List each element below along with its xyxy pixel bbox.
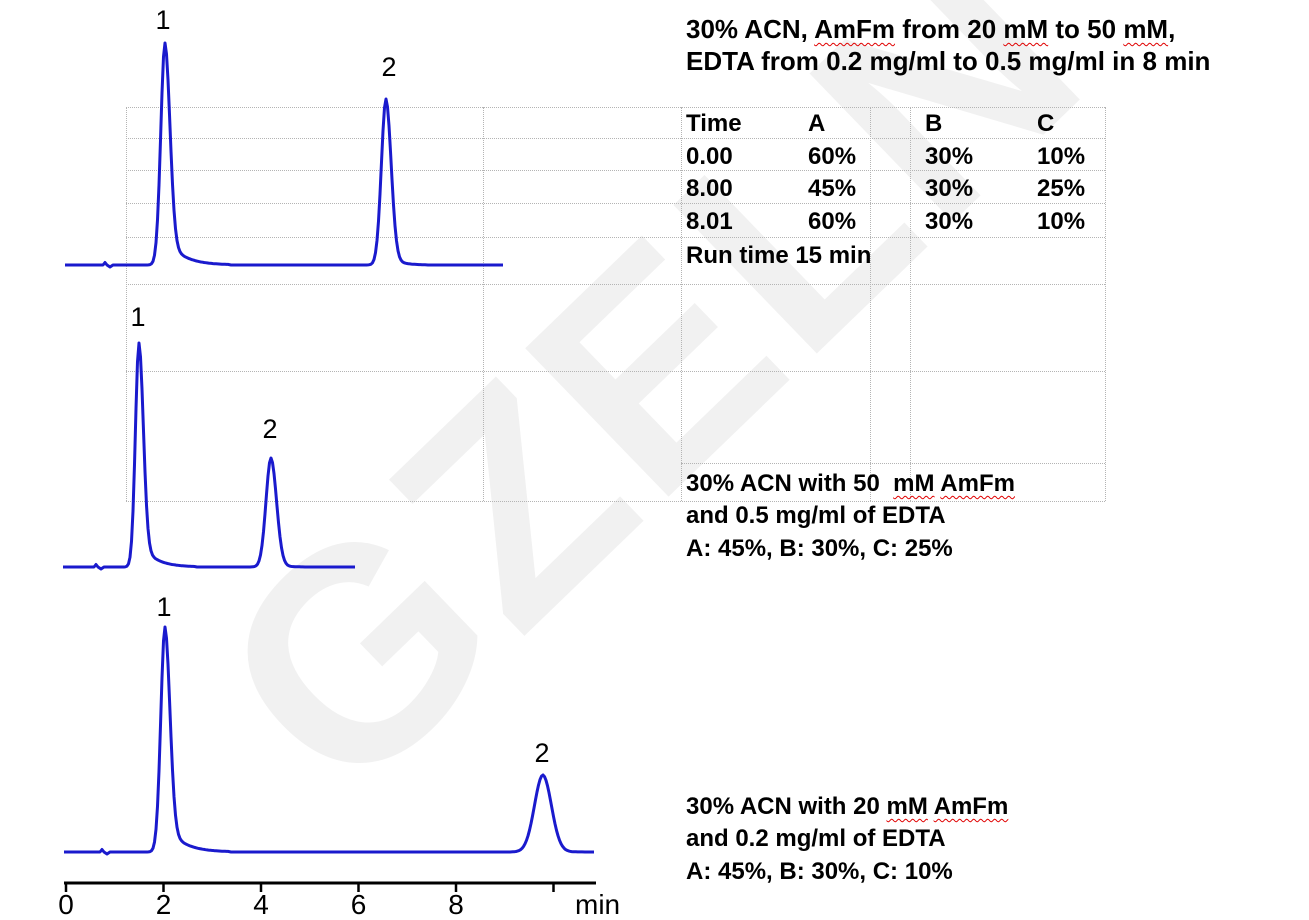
- misspelled-word: mM: [1003, 14, 1049, 44]
- gradient-table-cell: 10%: [1037, 143, 1086, 170]
- isocratic-50mM-note-line2: and 0.5 mg/ml of EDTA: [686, 502, 946, 529]
- gradient-table-header: A: [808, 110, 826, 137]
- trace-isocratic-20mM: [64, 625, 594, 856]
- isocratic-50mM-note-line3: A: 45%, B: 30%, C: 25%: [686, 535, 953, 562]
- method-gradient-note-line1: 30% ACN, AmFm from 20 mM to 50 mM,: [686, 13, 1175, 45]
- gradient-table-cell: 45%: [808, 175, 857, 202]
- table-gridline-h: [681, 463, 1105, 464]
- gradient-table-cell: 8.01: [686, 208, 733, 235]
- table-gridline-v: [681, 107, 682, 501]
- table-gridline-v: [126, 107, 127, 501]
- method-gradient-note-line2: EDTA from 0.2 mg/ml to 0.5 mg/ml in 8 mi…: [686, 46, 1211, 76]
- gradient-table-cell: 30%: [925, 143, 974, 170]
- isocratic-50mM-note-line1: 30% ACN with 50 mM AmFm: [686, 468, 1015, 501]
- x-tick-label: 8: [448, 889, 464, 920]
- table-gridline-h: [126, 501, 1105, 502]
- table-gridline-h: [126, 237, 1105, 238]
- misspelled-word: mM: [893, 470, 935, 497]
- peak-label: 2: [262, 414, 278, 444]
- peak-label: 1: [130, 302, 146, 332]
- run-time-note: Run time 15 min: [686, 242, 872, 269]
- misspelled-word: AmFm: [940, 470, 1015, 497]
- table-gridline-v: [1105, 107, 1106, 501]
- misspelled-word: AmFm: [933, 793, 1009, 820]
- gradient-table-header: Time: [686, 110, 742, 137]
- table-gridline-h: [126, 203, 1105, 204]
- gradient-table-cell: 30%: [925, 208, 974, 235]
- note-text: from 20: [895, 14, 1004, 44]
- gradient-table-header: C: [1037, 110, 1055, 137]
- table-gridline-h: [126, 107, 1105, 108]
- x-tick-label: 2: [155, 889, 172, 920]
- note-text: 30% ACN with 20: [686, 793, 887, 820]
- misspelled-word: mM: [886, 793, 928, 820]
- trace-isocratic-50mM: [63, 341, 355, 571]
- gradient-table-cell: 0.00: [686, 143, 733, 170]
- gradient-table-cell: 60%: [808, 143, 857, 170]
- axis-unit-label: min: [575, 889, 621, 920]
- table-gridline-h: [126, 138, 1105, 139]
- table-gridline-h: [126, 170, 1105, 171]
- gradient-table-cell: 60%: [808, 208, 857, 235]
- x-tick-label: 0: [58, 889, 74, 920]
- x-tick-label: 4: [253, 889, 269, 920]
- peak-label: 2: [381, 52, 397, 82]
- misspelled-word: AmFm: [814, 14, 896, 44]
- isocratic-20mM-note-line2: and 0.2 mg/ml of EDTA: [686, 825, 946, 852]
- table-gridline-v: [910, 107, 911, 501]
- x-tick-label: 6: [350, 889, 367, 920]
- trace-gradient-run: [65, 41, 503, 269]
- table-gridline-v: [483, 107, 484, 501]
- peak-label: 1: [155, 5, 171, 35]
- table-gridline-h: [126, 371, 1105, 372]
- note-text: 30% ACN,: [686, 14, 815, 44]
- note-text: 30% ACN with 50: [686, 470, 894, 497]
- gradient-table-header: B: [925, 110, 943, 137]
- isocratic-20mM-note-line3: A: 45%, B: 30%, C: 10%: [686, 858, 953, 885]
- misspelled-word: mM: [1123, 14, 1169, 44]
- table-gridline-h: [126, 284, 1105, 285]
- gradient-table-cell: 10%: [1037, 208, 1086, 235]
- peak-label: 2: [534, 738, 550, 768]
- peak-label: 1: [156, 592, 172, 622]
- note-text: to 50: [1048, 14, 1124, 44]
- gradient-table-cell: 25%: [1037, 175, 1086, 202]
- note-text: ,: [1168, 14, 1176, 44]
- isocratic-20mM-note-line1: 30% ACN with 20 mM AmFm: [686, 791, 1008, 824]
- table-gridline-v: [870, 107, 871, 501]
- gradient-table-cell: 30%: [925, 175, 974, 202]
- gradient-table-cell: 8.00: [686, 175, 733, 202]
